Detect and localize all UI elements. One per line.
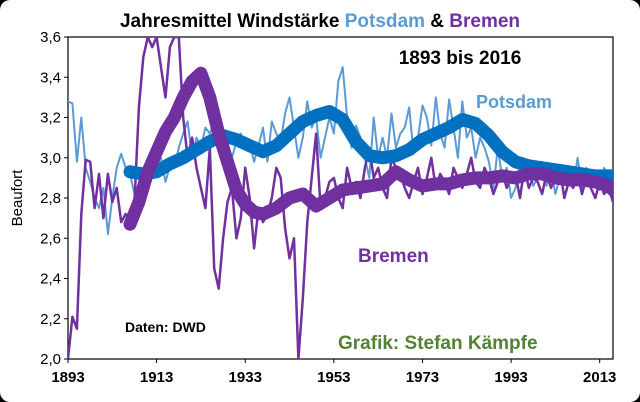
source-note: Daten: DWD <box>125 319 206 335</box>
x-tick-label: 1893 <box>51 369 84 386</box>
chart-subtitle: 1893 bis 2016 <box>399 48 522 69</box>
x-tick-label: 1913 <box>140 369 173 386</box>
y-tick-label: 3,2 <box>40 110 61 127</box>
axis-ticks: 2,0 2,2 2,4 2,6 2,8 3,0 3,2 3,4 3,6 1893 1913 1933 1… <box>40 29 616 386</box>
y-axis-label: Beaufort <box>9 169 26 227</box>
title-amp: & <box>425 11 449 32</box>
y-tick-label: 2,4 <box>40 271 61 288</box>
bremen-trend-line <box>123 66 613 231</box>
y-tick-label: 3,6 <box>40 29 61 46</box>
y-tick-label: 3,0 <box>40 150 61 167</box>
y-tick-label: 2,0 <box>40 351 61 368</box>
bremen-series-label: Bremen <box>358 246 429 267</box>
potsdam-series-label: Potsdam <box>476 92 552 112</box>
plot-marks <box>68 37 613 359</box>
y-tick-label: 3,4 <box>40 69 61 86</box>
x-tick-label: 2013 <box>583 369 616 386</box>
y-tick-label: 2,8 <box>40 190 61 207</box>
chart-credit: Grafik: Stefan Kämpfe <box>338 333 538 354</box>
x-tick-label: 1953 <box>317 369 350 386</box>
title-potsdam: Potsdam <box>345 11 425 32</box>
y-tick-label: 2,6 <box>40 230 61 247</box>
title-prefix: Jahresmittel Windstärke <box>120 11 345 32</box>
x-tick-label: 1973 <box>406 369 439 386</box>
bremen-annual-line <box>68 37 613 359</box>
chart-title: Jahresmittel Windstärke Potsdam & Bremen <box>120 11 520 32</box>
x-tick-label: 1993 <box>494 369 527 386</box>
x-tick-label: 1933 <box>229 369 262 386</box>
title-bremen: Bremen <box>449 11 520 32</box>
y-tick-label: 2,2 <box>40 311 61 328</box>
